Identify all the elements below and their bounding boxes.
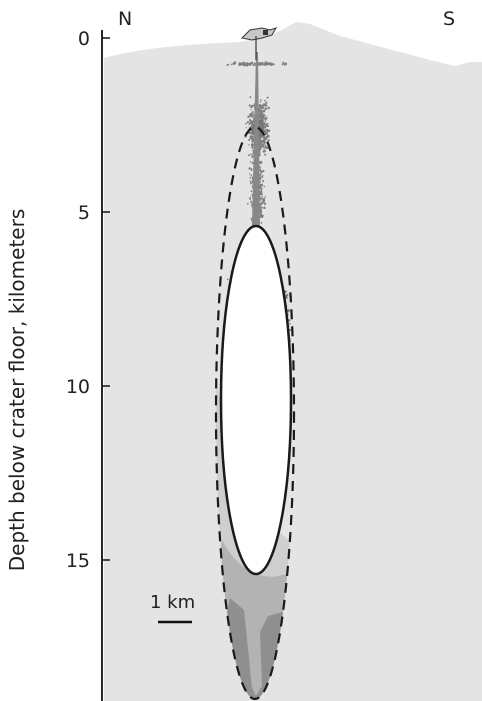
depth-tick-label-10: 10	[66, 376, 90, 398]
south-label: S	[443, 8, 455, 30]
scale-bar-label: 1 km	[150, 592, 195, 613]
depth-axis-title: Depth below crater floor, kilometers	[5, 209, 29, 572]
depth-ticks	[102, 37, 110, 561]
magma-conduit	[252, 52, 260, 225]
magma-reservoir	[219, 224, 293, 576]
outer-reservoir-outline	[214, 125, 296, 701]
depth-tick-label-5: 5	[78, 202, 90, 224]
north-label: N	[118, 8, 132, 30]
summit-vent	[240, 27, 278, 60]
depth-tick-label-15: 15	[66, 550, 90, 572]
depth-tick-label-0: 0	[78, 28, 90, 50]
